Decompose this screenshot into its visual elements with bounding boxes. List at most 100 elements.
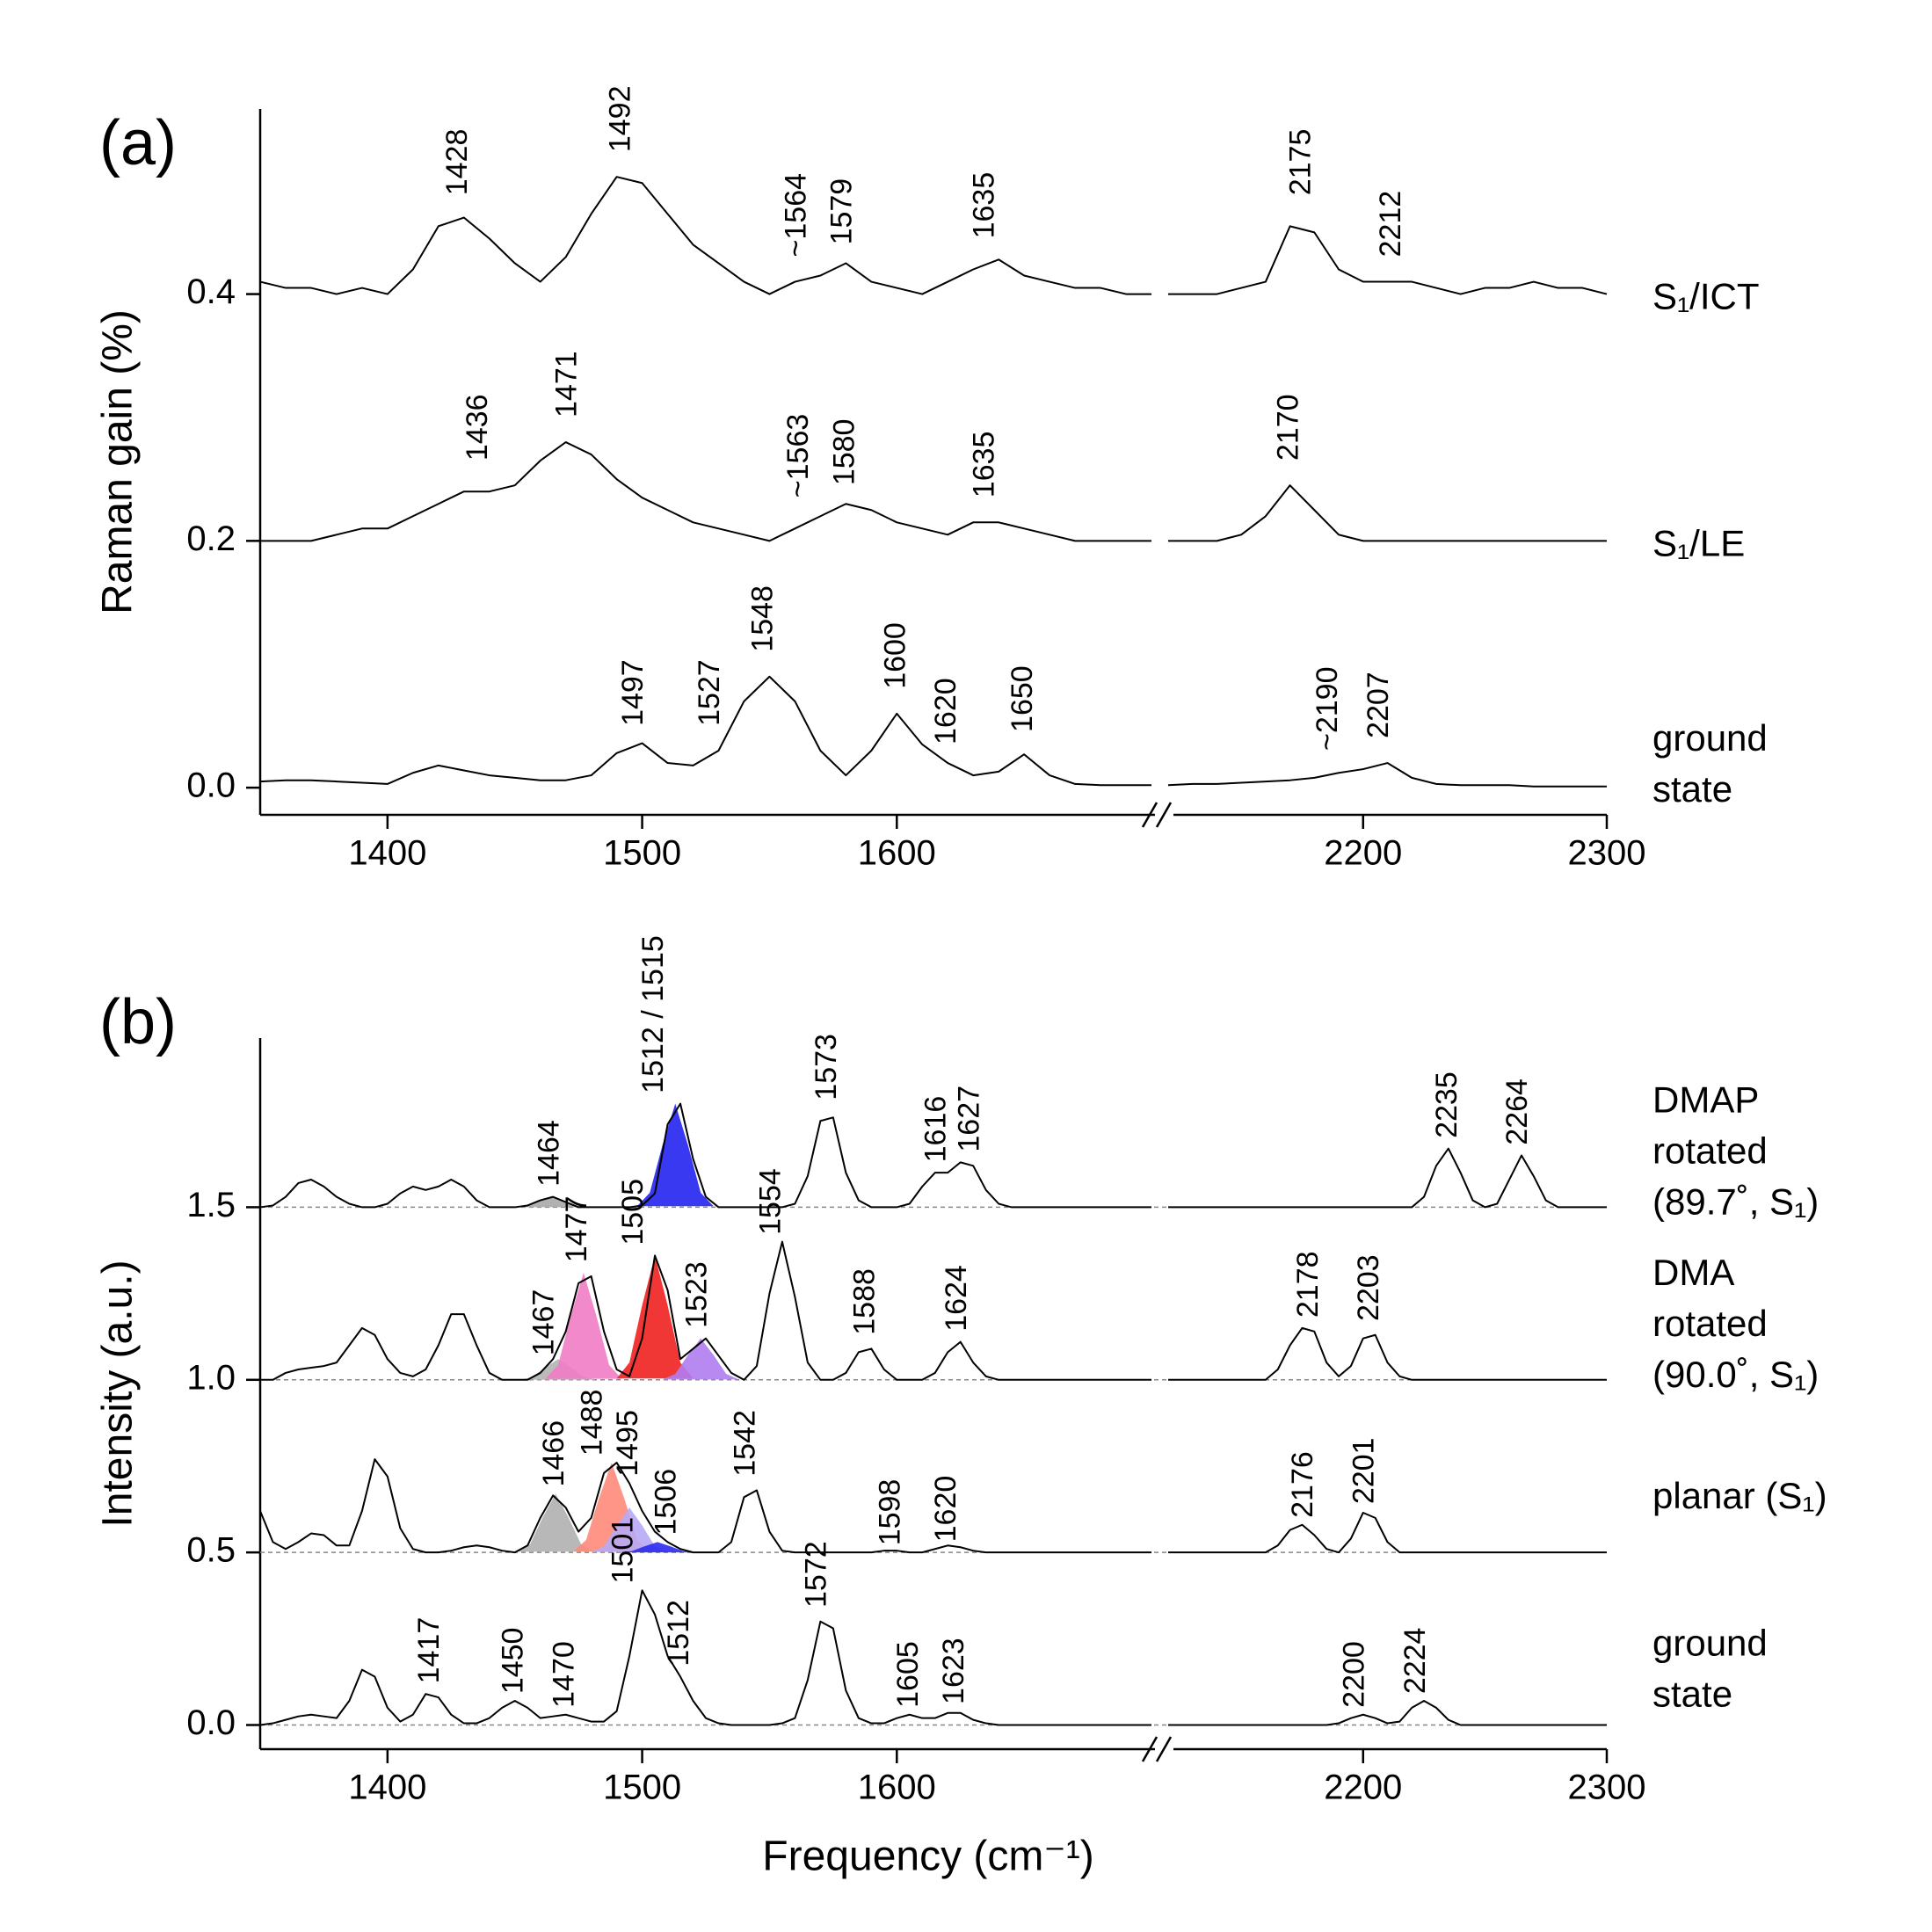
peak-label: 2224 [1398, 1628, 1432, 1695]
peak-label: 2235 [1430, 1071, 1464, 1138]
spectrum-line [259, 176, 1151, 295]
spectrum-line [259, 1589, 1151, 1726]
y-tick-label: 0.0 [186, 1703, 236, 1742]
spectrum-line [259, 1458, 1151, 1554]
peak-label: 2200 [1337, 1641, 1370, 1708]
series-label: rotated [1652, 1130, 1768, 1172]
y-tick-label: 0.5 [186, 1531, 236, 1570]
y-tick-label: 1.0 [186, 1358, 236, 1397]
x-tick-label: 2200 [1324, 1769, 1402, 1807]
peak-label: 1573 [810, 1034, 843, 1100]
panel-label: (a) [99, 108, 177, 178]
spectrum-line [259, 675, 1151, 787]
series-label: ground [1652, 1623, 1768, 1664]
series-label: DMAP [1652, 1079, 1759, 1121]
peak-label: 1623 [937, 1638, 970, 1704]
peak-label: 1627 [952, 1086, 985, 1152]
peak-label: 1624 [940, 1265, 973, 1332]
spectrum-line [259, 1102, 1151, 1209]
series-label: S₁/ICT [1652, 276, 1760, 317]
peak-label: 1477 [560, 1196, 593, 1263]
peak-fill [517, 1493, 594, 1552]
peak-fill [545, 1273, 622, 1379]
series-label: state [1652, 1674, 1732, 1715]
series-label: rotated [1652, 1303, 1768, 1344]
spectrum-line [1168, 1700, 1607, 1726]
peak-label: 1436 [461, 394, 494, 461]
peak-label: 1428 [440, 129, 474, 196]
spectrum-line [260, 1240, 1151, 1381]
spectrum-line [260, 441, 1151, 542]
x-axis-title: Frequency (cm⁻¹) [762, 1834, 1093, 1880]
x-tick-label: 2200 [1324, 834, 1402, 873]
x-tick-label: 1500 [603, 834, 681, 873]
panel-label: (b) [99, 987, 177, 1057]
x-tick-label: 2300 [1568, 1769, 1646, 1807]
peak-label: 1650 [1006, 665, 1039, 732]
peak-label: 1506 [650, 1469, 683, 1536]
x-tick-label: 1600 [858, 834, 936, 873]
peak-label: 1616 [919, 1096, 953, 1163]
axis-break [1155, 802, 1173, 828]
panel: (a) Raman gain (%) 0.0 0.2 0.4 1400 1500 1600 22… [95, 85, 1768, 872]
peak-label: 1580 [827, 419, 861, 486]
peak-label: 1620 [929, 1476, 962, 1543]
peak-label: 1542 [728, 1410, 761, 1477]
spectrum-line [1168, 1511, 1607, 1554]
peak-label: 1579 [824, 178, 858, 245]
panel: (b) Intensity (a.u.) Frequency (cm⁻¹) 0.0 0.… [95, 935, 1827, 1879]
peak-label: 1554 [753, 1168, 787, 1235]
spectrum-line [1168, 1147, 1607, 1209]
peak-label: 2201 [1347, 1438, 1381, 1505]
peak-label: 1467 [527, 1289, 560, 1356]
peak-label: 2203 [1352, 1254, 1385, 1321]
peak-fill [619, 1542, 696, 1553]
y-tick-label: 0.0 [186, 766, 236, 805]
peak-label: 1464 [532, 1120, 565, 1187]
peak-label: 1548 [746, 585, 780, 652]
peak-label: 2175 [1283, 129, 1317, 196]
peak-label: 2264 [1500, 1079, 1534, 1145]
axis-break [1141, 1736, 1158, 1762]
peak-label: 1492 [603, 85, 636, 152]
peak-label: 2176 [1286, 1451, 1319, 1518]
peak-label: ~2190 [1311, 667, 1344, 752]
axis-break [1155, 1736, 1173, 1762]
peak-label: 1471 [550, 351, 584, 418]
x-tick-label: 1600 [858, 1769, 936, 1807]
spectrum-line [1168, 484, 1607, 542]
series-label: (89.7˚, S₁) [1652, 1181, 1819, 1223]
peak-label: ~1564 [779, 173, 812, 258]
peak-label: 1466 [537, 1420, 570, 1487]
y-tick-label: 0.2 [186, 519, 236, 558]
series-label: DMA [1652, 1252, 1734, 1293]
peak-label: 1635 [968, 432, 1001, 498]
peak-label: 1417 [412, 1617, 446, 1684]
y-axis-title: Intensity (a.u.) [95, 1260, 142, 1527]
peak-label: 1495 [611, 1410, 644, 1477]
peak-label: ~1563 [781, 414, 815, 498]
peak-label: 1620 [929, 678, 962, 744]
peak-label: 1488 [576, 1390, 609, 1456]
series-label: state [1652, 768, 1732, 810]
peak-label: 2178 [1291, 1251, 1325, 1318]
series-label: (90.0˚, S₁) [1652, 1354, 1819, 1395]
x-tick-label: 1500 [603, 1769, 681, 1807]
peak-label: 1605 [891, 1641, 925, 1708]
peak-fill [662, 1338, 739, 1380]
peak-fill [636, 1103, 714, 1207]
peak-label: 1600 [878, 622, 912, 689]
x-tick-label: 2300 [1568, 834, 1646, 873]
peak-label: 1572 [799, 1541, 832, 1608]
peak-label: 1527 [693, 659, 726, 726]
peak-label: 2207 [1362, 672, 1395, 738]
peak-label: 1497 [616, 659, 650, 726]
peak-label: 1512 / 1515 [636, 935, 670, 1093]
spectrum-line [1167, 762, 1607, 788]
peak-label: 2212 [1374, 191, 1407, 258]
peak-label: 1588 [848, 1268, 882, 1335]
peak-label: 1501 [606, 1517, 639, 1584]
peak-label: 1635 [968, 172, 1001, 239]
peak-fill [616, 1255, 694, 1379]
